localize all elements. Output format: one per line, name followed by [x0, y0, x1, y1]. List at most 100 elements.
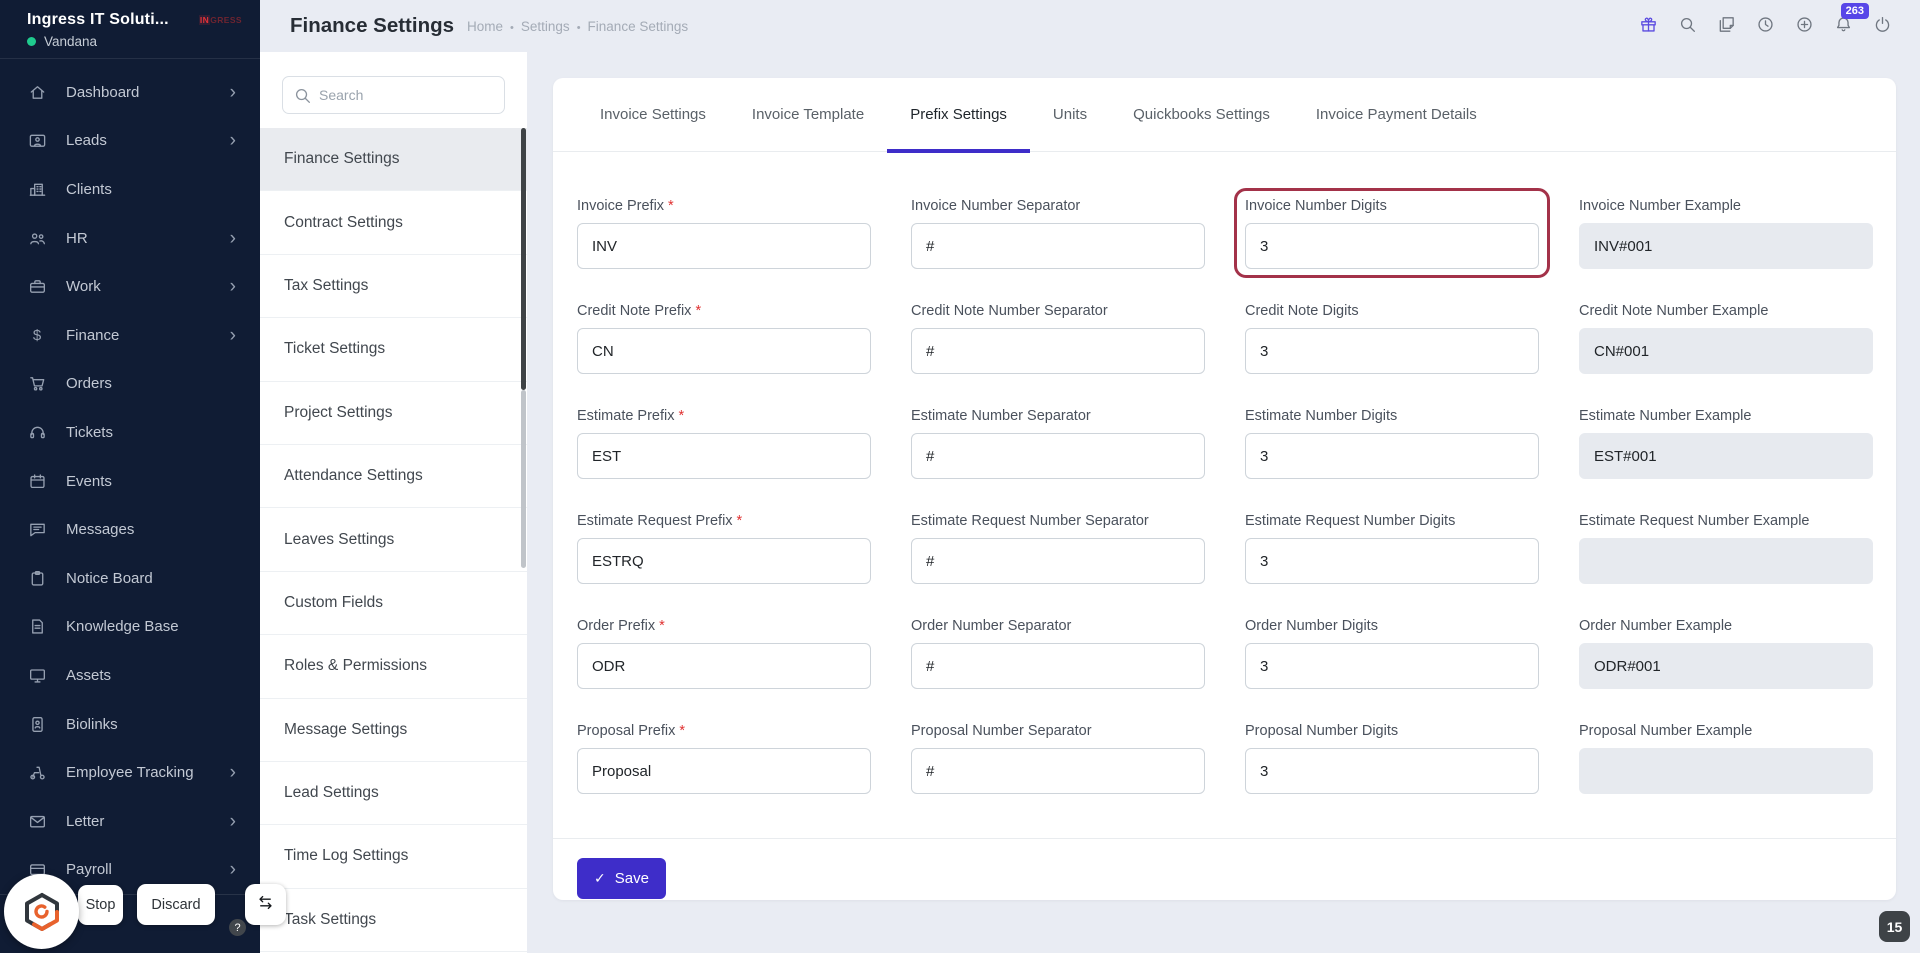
tab-invoice-payment-details[interactable]: Invoice Payment Details	[1293, 78, 1500, 152]
sidebar-item-assets[interactable]: Assets	[0, 651, 260, 700]
discard-button[interactable]: Discard	[137, 884, 215, 925]
field-input[interactable]	[911, 328, 1205, 374]
orders-icon	[27, 374, 47, 394]
field-input[interactable]	[911, 433, 1205, 479]
topbar-button-plus[interactable]	[1792, 14, 1816, 38]
crumb-finance-settings[interactable]: Finance Settings	[587, 18, 689, 34]
sidebar-item-messages[interactable]: Messages	[0, 505, 260, 554]
sidebar-item-letter[interactable]: Letter	[0, 797, 260, 846]
sidebar-item-events[interactable]: Events	[0, 457, 260, 506]
sidebar-item-hr[interactable]: HR	[0, 214, 260, 263]
letter-icon	[27, 811, 47, 831]
sidebar-item-label: Notice Board	[66, 569, 153, 587]
sidebar-item-payroll[interactable]: Payroll	[0, 846, 260, 895]
topbar-button-clock[interactable]	[1753, 14, 1777, 38]
sidebar-item-notice-board[interactable]: Notice Board	[0, 554, 260, 603]
swap-button[interactable]	[245, 884, 286, 925]
sidebar-item-dashboard[interactable]: Dashboard	[0, 68, 260, 117]
sidebar-item-orders[interactable]: Orders	[0, 360, 260, 409]
field-input[interactable]	[911, 643, 1205, 689]
sidebar-item-tickets[interactable]: Tickets	[0, 408, 260, 457]
help-badge[interactable]: ?	[229, 919, 246, 936]
field-input[interactable]	[911, 223, 1205, 269]
topbar-button-search[interactable]	[1675, 14, 1699, 38]
settings-item-task-settings[interactable]: Task Settings	[260, 889, 527, 953]
field-input[interactable]	[1579, 748, 1873, 794]
sidebar-item-knowledge-base[interactable]: Knowledge Base	[0, 603, 260, 652]
field-input[interactable]	[1579, 433, 1873, 479]
field-input[interactable]	[1579, 328, 1873, 374]
field-input[interactable]	[1245, 643, 1539, 689]
sidebar-item-label: Knowledge Base	[66, 618, 179, 636]
sidebar-item-biolinks[interactable]: Biolinks	[0, 700, 260, 749]
field-input[interactable]	[1245, 433, 1539, 479]
field-input[interactable]	[577, 748, 871, 794]
finance-settings-card: Invoice Settings Invoice Template Prefix…	[553, 78, 1896, 900]
settings-search-input[interactable]	[282, 76, 505, 114]
field-input[interactable]	[1579, 538, 1873, 584]
settings-item-ticket-settings[interactable]: Ticket Settings	[260, 318, 527, 382]
settings-item-leaves-settings[interactable]: Leaves Settings	[260, 508, 527, 572]
settings-item-roles-permissions[interactable]: Roles & Permissions	[260, 635, 527, 699]
topbar-button-notes[interactable]	[1714, 14, 1738, 38]
settings-item-tax-settings[interactable]: Tax Settings	[260, 255, 527, 319]
field-proposal-number-separator: Proposal Number Separator	[911, 723, 1205, 794]
scrollbar-thumb-secondary[interactable]	[521, 390, 526, 568]
field-input[interactable]	[911, 538, 1205, 584]
power-icon	[1873, 15, 1892, 37]
field-input[interactable]	[577, 328, 871, 374]
settings-item-project-settings[interactable]: Project Settings	[260, 382, 527, 445]
settings-scrollbar[interactable]	[521, 52, 526, 953]
field-input[interactable]	[577, 538, 871, 584]
tab-invoice-settings[interactable]: Invoice Settings	[577, 78, 729, 152]
search-icon	[1678, 15, 1697, 37]
settings-item-attendance-settings[interactable]: Attendance Settings	[260, 445, 527, 509]
settings-item-message-settings[interactable]: Message Settings	[260, 699, 527, 762]
sidebar-item-finance[interactable]: $ Finance	[0, 311, 260, 360]
settings-item-finance-settings[interactable]: Finance Settings	[260, 128, 527, 192]
tab-prefix-settings[interactable]: Prefix Settings	[887, 78, 1030, 153]
field-input[interactable]	[1579, 643, 1873, 689]
tab-units[interactable]: Units	[1030, 78, 1110, 152]
field-input[interactable]	[1245, 538, 1539, 584]
crumb-settings[interactable]: Settings	[521, 19, 588, 34]
field-input[interactable]	[577, 433, 871, 479]
field-input[interactable]	[911, 748, 1205, 794]
topbar-button-gift[interactable]	[1636, 14, 1660, 38]
breadcrumb: Home Settings Finance Settings	[467, 19, 688, 34]
sidebar-item-leads[interactable]: Leads	[0, 117, 260, 166]
topbar-button-bell[interactable]: 263	[1831, 3, 1869, 38]
field-input[interactable]	[1579, 223, 1873, 269]
sidebar-item-label: Events	[66, 472, 112, 490]
field-input[interactable]	[577, 223, 871, 269]
settings-item-lead-settings[interactable]: Lead Settings	[260, 762, 527, 826]
field-input[interactable]	[577, 643, 871, 689]
recorder-logo[interactable]	[4, 874, 79, 949]
chevron-right-icon	[230, 860, 236, 879]
topbar-button-power[interactable]	[1870, 14, 1894, 38]
stop-button[interactable]: Stop	[78, 885, 123, 925]
scrollbar-thumb[interactable]	[521, 128, 526, 390]
field-proposal-prefix: Proposal Prefix *	[577, 723, 871, 794]
settings-item-custom-fields[interactable]: Custom Fields	[260, 572, 527, 636]
sidebar-item-clients[interactable]: Clients	[0, 165, 260, 214]
sidebar-item-work[interactable]: Work	[0, 262, 260, 311]
field-input[interactable]	[1245, 328, 1539, 374]
crumb-home[interactable]: Home	[467, 19, 521, 34]
main-content: Invoice Settings Invoice Template Prefix…	[527, 52, 1920, 953]
field-label: Estimate Request Prefix	[577, 513, 733, 529]
field-input[interactable]	[1245, 223, 1539, 269]
sidebar-item-label: Messages	[66, 521, 135, 539]
settings-item-contract-settings[interactable]: Contract Settings	[260, 191, 527, 255]
leads-icon	[27, 131, 47, 151]
field-input[interactable]	[1245, 748, 1539, 794]
swap-arrows-icon	[256, 893, 275, 916]
field-estimate-prefix: Estimate Prefix *	[577, 408, 871, 479]
settings-item-time-log-settings[interactable]: Time Log Settings	[260, 825, 527, 889]
knowledge-icon	[27, 617, 47, 637]
tab-bar: Invoice Settings Invoice Template Prefix…	[553, 78, 1896, 153]
save-button[interactable]: Save	[577, 858, 666, 899]
tab-quickbooks-settings[interactable]: Quickbooks Settings	[1110, 78, 1293, 152]
sidebar-item-employee-tracking[interactable]: Employee Tracking	[0, 748, 260, 797]
tab-invoice-template[interactable]: Invoice Template	[729, 78, 887, 152]
